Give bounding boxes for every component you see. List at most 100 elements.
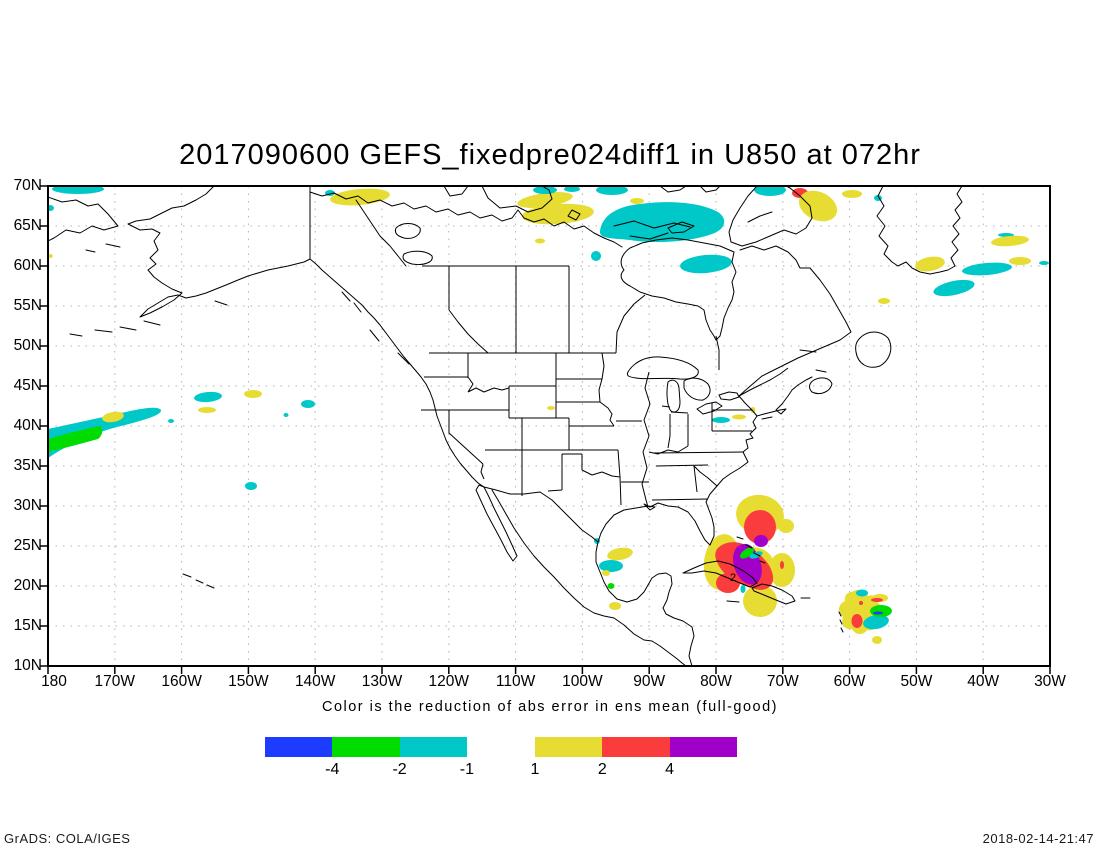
anomaly-patch-Y [244, 390, 262, 398]
plot-title: 2017090600 GEFS_fixedpre024diff1 in U850… [179, 139, 921, 171]
lon-label-110W: 110W [495, 673, 536, 690]
colorbar-label--1: -1 [459, 761, 475, 778]
anomaly-patch-C [564, 187, 580, 192]
anomaly-patch-R [871, 598, 883, 602]
colorbar-segment-C [399, 737, 468, 757]
anomaly-patch-C [301, 400, 315, 408]
lon-label-130W: 130W [361, 673, 403, 690]
anomaly-patch-C [283, 413, 289, 417]
lon-label-140W: 140W [294, 673, 336, 690]
anticosti-pei [799, 349, 827, 373]
islands-pacific-coast [341, 291, 410, 365]
anomaly-patch-C [599, 202, 725, 242]
lat-label-25N: 25N [13, 537, 42, 554]
anomaly-patch-C [740, 585, 746, 593]
border-canada [309, 187, 720, 370]
mississippi-river [641, 371, 651, 508]
anomaly-patch-G [740, 547, 754, 559]
anomaly-patch-Y [609, 602, 621, 610]
long-island [761, 416, 773, 420]
anomaly-patch-C [749, 551, 763, 559]
lake-erie [696, 401, 723, 415]
anomaly-patch-G [870, 605, 892, 617]
lake-michigan [666, 379, 681, 413]
lat-label-55N: 55N [13, 297, 42, 314]
anomaly-patch-Y [49, 254, 53, 258]
lake-huron [683, 377, 711, 401]
lon-label-50W: 50W [900, 673, 933, 690]
anomaly-patch-Y [630, 198, 644, 204]
lat-label-70N: 70N [13, 177, 42, 194]
anomaly-patch-C [1039, 261, 1049, 265]
baja-california [475, 484, 518, 562]
lat-label-50N: 50N [13, 337, 42, 354]
colorbar-segment-G [332, 737, 401, 757]
lake-superior [626, 356, 699, 380]
lon-label-40W: 40W [967, 673, 1000, 690]
jamaica-puertorico [726, 597, 811, 603]
lat-label-65N: 65N [13, 217, 42, 234]
anomaly-patch-Y [198, 407, 216, 413]
lat-label-40N: 40N [13, 417, 42, 434]
anomaly-patch-Y [842, 190, 862, 198]
lon-label-30W: 30W [1034, 673, 1066, 690]
anomaly-patch-C [245, 482, 257, 490]
lat-label-20N: 20N [13, 577, 42, 594]
anomaly-patch-R [780, 561, 784, 569]
anomaly-patch-C [599, 560, 623, 572]
anomaly-patch-Y [535, 238, 545, 244]
anomaly-patch-Y [878, 298, 890, 304]
lon-label-120W: 120W [428, 673, 470, 690]
anomaly-patch-G [607, 583, 615, 589]
lat-label-60N: 60N [13, 257, 42, 274]
anomaly-patch-C [49, 205, 54, 211]
lesser-antilles [838, 611, 844, 633]
anomaly-patch-G [49, 426, 103, 452]
anomaly-patch-P [754, 535, 768, 547]
lon-label-170W: 170W [94, 673, 136, 690]
coast-labrador-stlawrence [738, 245, 852, 397]
lon-label-180: 180 [41, 673, 67, 690]
anomaly-patch-C [591, 251, 601, 261]
anomaly-patch-Y [732, 414, 746, 420]
colorbar-caption: Color is the reduction of abs error in e… [321, 699, 778, 715]
anomaly-patch-Y [915, 256, 945, 272]
great-bear-lake [394, 223, 421, 239]
lat-label-35N: 35N [13, 457, 42, 474]
hudson-bay [620, 237, 737, 341]
us-mexico-border [483, 486, 599, 543]
lon-label-150W: 150W [228, 673, 269, 690]
bahamas [736, 536, 766, 564]
grid-lines [49, 187, 1049, 665]
anomaly-patch-R [716, 573, 740, 593]
lon-label-60W: 60W [833, 673, 866, 690]
coastlines [49, 187, 963, 665]
colorbar-segment-Y [535, 737, 603, 757]
coast-arctic [309, 191, 623, 248]
border-southwest [485, 418, 618, 496]
southampton-island [667, 221, 695, 234]
coast-siberia [49, 196, 119, 242]
anomaly-patch-C [712, 417, 730, 423]
anomaly-patch-Y [778, 519, 794, 533]
quebec-rivers [613, 220, 691, 240]
great-slave-lake [402, 250, 433, 265]
coast-new-england [756, 376, 813, 417]
lon-label-80W: 80W [700, 673, 732, 690]
hawaii [182, 573, 215, 589]
anomaly-patch-C [596, 187, 628, 195]
lat-label-15N: 15N [13, 617, 42, 634]
anomaly-patch-Y [607, 547, 633, 561]
anomaly-patch-Y [743, 585, 777, 617]
anomaly-patch-Y [1009, 257, 1031, 265]
anomaly-patch-R [744, 510, 776, 544]
cuba [682, 560, 758, 588]
st-lawrence-river [738, 367, 789, 397]
contour-value-label: 2 [729, 572, 737, 584]
anomaly-patch-C [933, 279, 975, 297]
border-texas [547, 449, 649, 506]
nova-scotia [809, 377, 833, 395]
anomaly-patch-R [859, 601, 863, 605]
